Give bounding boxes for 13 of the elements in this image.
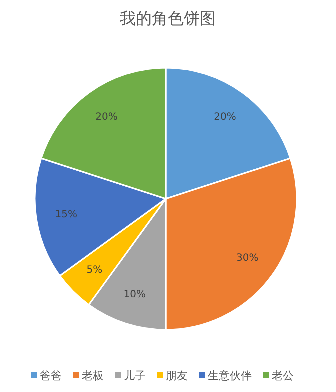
data-label: 5% <box>86 264 103 276</box>
data-label: 10% <box>124 289 146 300</box>
data-label: 15% <box>55 209 78 220</box>
data-label: 20% <box>214 112 236 123</box>
legend-label: 老板 <box>82 370 104 382</box>
legend-label: 儿子 <box>124 370 146 382</box>
data-label: 30% <box>236 252 259 264</box>
chart-title: 我的角色饼图 <box>120 9 216 28</box>
legend-label: 老公 <box>272 370 294 382</box>
legend-label: 爸爸 <box>40 370 62 382</box>
data-label: 20% <box>96 112 118 123</box>
legend-label: 朋友 <box>166 370 188 382</box>
legend-label: 生意伙伴 <box>208 370 252 382</box>
